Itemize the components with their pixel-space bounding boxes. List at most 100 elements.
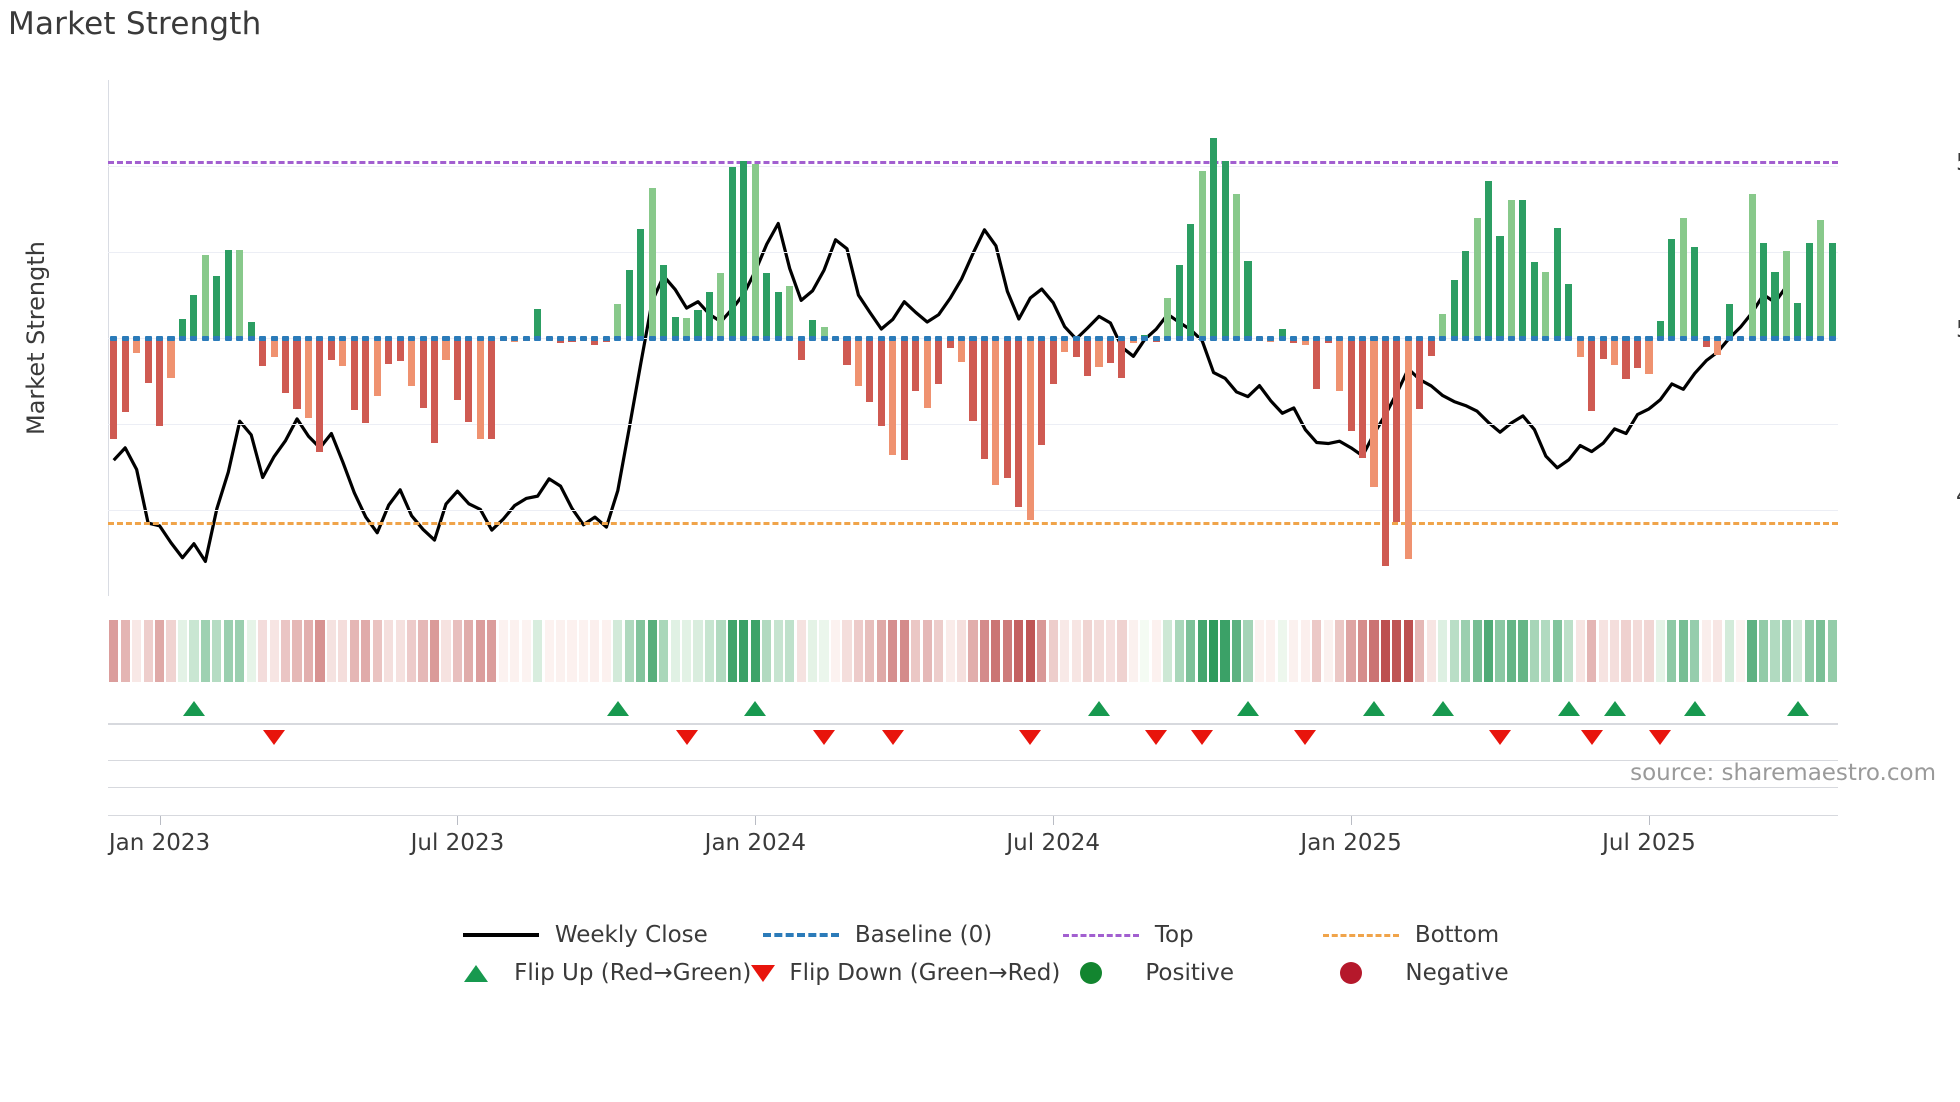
strength-bar [740,160,748,338]
heat-cell [235,620,245,682]
strength-bar [763,272,771,338]
strength-bar [327,338,335,361]
strength-bar [1530,262,1538,338]
legend-item[interactable]: Baseline (0) [761,922,1061,948]
baseline-marker [660,336,668,341]
baseline-marker [717,336,725,341]
heat-cell [281,620,291,682]
x-axis-tick-label: Jan 2025 [1300,830,1402,856]
baseline-marker [854,336,862,341]
baseline-marker [683,336,691,341]
baseline-marker [1725,336,1733,341]
heat-cell [1254,620,1264,682]
baseline-marker [1221,336,1229,341]
heat-cell [1415,620,1425,682]
baseline-marker [1656,336,1664,341]
strength-bar [992,338,1000,486]
legend-item[interactable]: Top [1061,922,1321,948]
baseline-marker [133,336,141,341]
legend-item[interactable]: Positive [1051,960,1311,986]
baseline-marker [1782,336,1790,341]
baseline-marker [820,336,828,341]
baseline-marker [923,336,931,341]
heat-cell [1163,620,1173,682]
heat-cell [1667,620,1677,682]
x-axis-tick-label: Jul 2023 [410,830,505,856]
heat-cell [452,620,462,682]
heat-cell [429,620,440,682]
heat-cell [120,620,130,682]
heat-cell [1312,620,1322,682]
baseline-marker [1737,336,1745,341]
heat-cell [258,620,268,682]
legend-item[interactable]: Flip Down (Green→Red) [751,960,1060,986]
strength-bar [1519,200,1527,338]
baseline-marker [591,336,599,341]
baseline-marker [1588,336,1596,341]
legend-item[interactable]: Flip Up (Red→Green) [451,960,751,986]
baseline-marker [1553,336,1561,341]
baseline-marker [1026,336,1034,341]
heat-cell [1529,620,1539,682]
baseline-marker [1691,336,1699,341]
baseline-marker [1519,336,1527,341]
strength-bar [1164,298,1172,338]
baseline-marker [877,336,885,341]
strength-bar [1106,338,1115,363]
flip-up-marker [1362,701,1385,716]
heat-cell [888,620,898,682]
heat-cell [1587,620,1597,682]
strength-bar [1485,180,1493,338]
flip-down-marker [1489,730,1512,745]
up-triangle-icon [451,964,500,982]
baseline-marker [442,336,450,341]
gridline [108,510,1838,511]
x-axis-tick-label: Jul 2025 [1602,830,1696,856]
strength-bar [1358,338,1367,458]
baseline-marker [1393,336,1401,341]
heat-cell [785,620,795,682]
strength-bar [362,338,370,424]
baseline-marker [316,336,324,341]
heat-cell [1644,620,1654,682]
heat-cell [1541,620,1551,682]
baseline-marker [1485,336,1493,341]
heat-cell [796,620,806,682]
heat-cell [922,620,932,682]
baseline-marker [763,336,771,341]
heat-cell [1426,620,1436,682]
heat-cell [590,620,600,682]
strength-bar [339,338,347,366]
strength-bar [1187,223,1195,338]
flip-up-marker [182,701,205,716]
legend-item[interactable]: Negative [1311,960,1509,986]
heat-cell [773,620,783,682]
heat-cell [1449,620,1459,682]
legend-item[interactable]: Weekly Close [461,922,761,948]
heat-cell [1804,620,1814,682]
strength-bar [1347,338,1355,431]
strength-bar [637,228,645,338]
baseline-marker [327,336,335,341]
baseline-marker [602,336,610,341]
strength-bar [213,276,221,338]
baseline-marker [1771,336,1779,341]
baseline-marker [1714,336,1722,341]
strength-bar [1393,338,1401,523]
legend-item[interactable]: Bottom [1321,922,1499,948]
strength-bar [1702,338,1710,347]
heat-cell [544,620,554,682]
baseline-marker [167,336,175,341]
baseline-marker [1416,336,1424,341]
baseline-marker [1198,336,1206,341]
baseline-marker [1599,336,1607,341]
baseline-marker [1313,336,1321,341]
left-axis-title: Market Strength [22,241,50,435]
strength-bar [923,338,931,408]
strength-bar [1198,171,1206,338]
flip-up-marker [1683,701,1706,716]
flip-down-marker [813,730,836,745]
heat-cell [303,620,314,682]
baseline-marker [1129,336,1137,341]
heat-cell [1209,620,1219,682]
